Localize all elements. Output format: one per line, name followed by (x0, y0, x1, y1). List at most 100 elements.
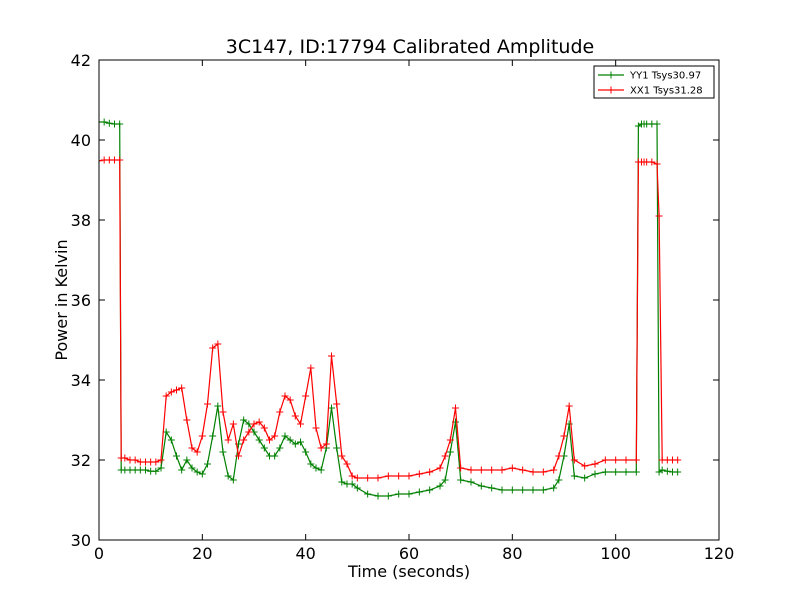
series-line (99, 121, 678, 497)
data-point (508, 486, 516, 494)
data-point (173, 452, 180, 460)
data-point (550, 466, 558, 474)
data-point (116, 156, 124, 164)
y-tick-label: 42 (71, 51, 91, 70)
x-tick-label: 0 (94, 544, 104, 563)
data-point (529, 468, 537, 476)
data-point (100, 118, 108, 126)
data-point (405, 472, 413, 480)
data-point (307, 460, 315, 468)
data-point (364, 490, 372, 498)
data-point (105, 119, 113, 127)
y-tick-label: 34 (71, 371, 91, 390)
data-point (415, 488, 423, 496)
data-point (539, 468, 547, 476)
data-point (302, 448, 310, 456)
data-point (539, 486, 547, 494)
data-point (457, 464, 465, 472)
data-point (612, 468, 620, 476)
data-point (477, 466, 485, 474)
data-point (271, 432, 279, 440)
data-point (173, 386, 180, 394)
data-point (653, 120, 661, 128)
data-point (317, 444, 325, 452)
data-point (152, 458, 160, 466)
data-point (653, 160, 661, 168)
data-point (446, 436, 454, 444)
data-point (384, 472, 392, 480)
data-point (488, 484, 496, 492)
data-point (209, 344, 217, 352)
data-point (467, 466, 475, 474)
series-2 (99, 156, 682, 482)
data-point (663, 467, 671, 475)
data-point (555, 452, 563, 460)
data-point (229, 476, 237, 484)
data-point (591, 460, 599, 468)
data-point (286, 396, 294, 404)
data-point (328, 404, 335, 412)
data-point (612, 456, 620, 464)
data-point (374, 474, 382, 482)
y-tick-label: 32 (71, 451, 91, 470)
data-point (322, 440, 330, 448)
data-point (601, 468, 609, 476)
data-point (271, 452, 279, 460)
data-point (167, 388, 175, 396)
data-point (333, 444, 341, 452)
data-point (648, 158, 656, 166)
data-point (178, 466, 186, 474)
data-point (452, 404, 459, 412)
data-point (565, 402, 573, 410)
data-point (467, 478, 475, 486)
data-point (477, 482, 485, 490)
data-point (297, 420, 304, 428)
legend-marker (607, 71, 615, 79)
data-point (214, 402, 222, 410)
data-point (250, 420, 258, 428)
data-point (255, 418, 263, 426)
y-tick-label: 40 (71, 131, 91, 150)
data-point (550, 484, 558, 492)
data-point (266, 436, 273, 444)
data-point (312, 424, 320, 432)
chart-title: 3C147, ID:17794 Calibrated Amplitude (226, 36, 594, 58)
legend: YY1 Tsys30.97 XX1 Tsys31.28 (593, 65, 715, 99)
data-point (555, 476, 563, 484)
data-point (622, 456, 630, 464)
data-point (276, 444, 284, 452)
data-point (224, 436, 232, 444)
data-point (317, 466, 325, 474)
data-point (198, 432, 206, 440)
data-point (204, 400, 211, 408)
data-point (286, 436, 294, 444)
data-point (338, 452, 346, 460)
data-point (519, 486, 527, 494)
data-point (291, 440, 299, 448)
data-point (209, 432, 217, 440)
data-point (219, 448, 227, 456)
data-point (281, 392, 289, 400)
data-point (674, 468, 682, 476)
data-point (167, 436, 175, 444)
data-point (426, 468, 434, 476)
data-point (333, 400, 341, 408)
data-point (498, 466, 506, 474)
data-point (348, 472, 356, 480)
data-point (581, 462, 589, 470)
data-point (328, 352, 335, 360)
data-point (312, 464, 320, 472)
data-point (260, 424, 268, 432)
data-point (591, 470, 599, 478)
data-point (374, 492, 382, 500)
legend-entries: YY1 Tsys30.97 XX1 Tsys31.28 (598, 71, 703, 97)
data-point (188, 444, 196, 452)
data-point (224, 472, 232, 480)
data-point (415, 470, 423, 478)
data-point (276, 408, 284, 416)
axis-ticks: 0 20 40 60 80 100 120 30 32 34 36 38 40 42 (71, 51, 735, 563)
data-point (348, 480, 356, 488)
data-point (581, 474, 589, 482)
data-point (508, 464, 516, 472)
data-point (436, 464, 444, 472)
